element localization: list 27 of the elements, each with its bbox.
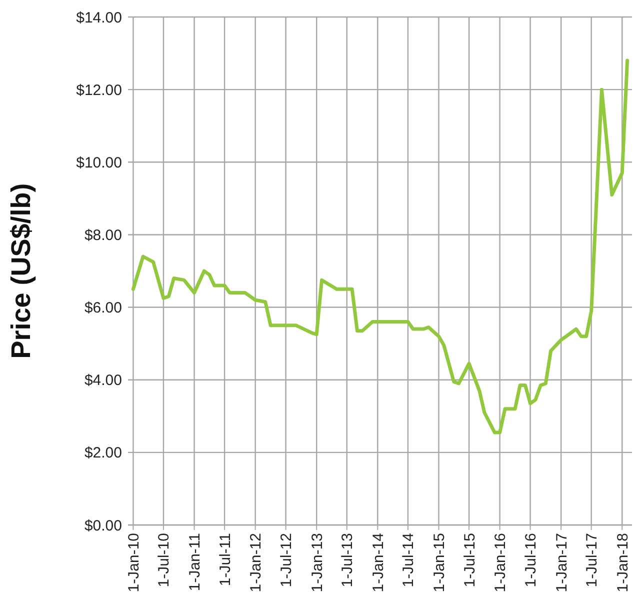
x-tick-label: 1-Jan-15 xyxy=(430,533,448,592)
line-series xyxy=(131,58,630,434)
y-tick-label: $10.00 xyxy=(76,154,122,172)
x-tick-label: 1-Jul-14 xyxy=(400,533,418,588)
y-tick-label: $0.00 xyxy=(84,517,122,534)
x-tick-label: 1-Jan-17 xyxy=(553,533,570,592)
x-tick-label: 1-Jan-11 xyxy=(186,533,204,592)
x-tick-label: 1-Jul-16 xyxy=(522,533,540,588)
x-tick-label: 1-Jul-15 xyxy=(461,533,478,588)
x-tick-label: 1-Jul-12 xyxy=(278,533,296,588)
x-tick-label: 1-Jan-12 xyxy=(248,533,265,592)
y-tick-label: $4.00 xyxy=(84,372,122,390)
y-axis-title: Price (US$/lb) xyxy=(6,183,36,359)
y-tick-label: $6.00 xyxy=(84,300,122,317)
x-tick-label: 1-Jan-16 xyxy=(492,533,510,592)
y-tick-label: $12.00 xyxy=(76,82,122,99)
y-tick-label: $8.00 xyxy=(84,226,122,244)
y-tick-label: $14.00 xyxy=(76,9,122,26)
x-tick-label: 1-Jan-10 xyxy=(125,533,142,592)
x-tick-label: 1-Jul-10 xyxy=(156,533,173,588)
x-tick-label: 1-Jan-13 xyxy=(308,533,326,592)
x-tick-label: 1-Jul-11 xyxy=(216,533,234,586)
x-tick-label: 1-Jan-18 xyxy=(614,533,632,592)
y-tick-label: $2.00 xyxy=(84,444,122,462)
x-tick-label: 1-Jan-14 xyxy=(370,533,387,592)
x-tick-label: 1-Jul-13 xyxy=(339,533,356,588)
x-tick-label: 1-Jul-17 xyxy=(584,533,601,588)
